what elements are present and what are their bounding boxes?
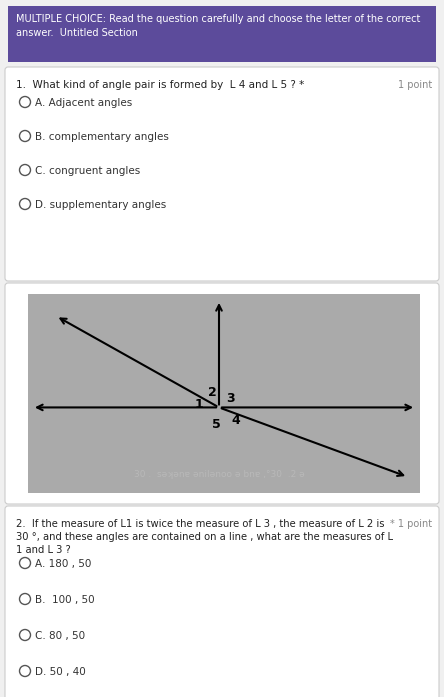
Text: D. 50 , 40: D. 50 , 40 [35,667,86,677]
Text: 4: 4 [232,414,240,427]
Text: answer.  Untitled Section: answer. Untitled Section [16,28,138,38]
Text: * 1 point: * 1 point [390,519,432,529]
FancyBboxPatch shape [5,67,439,281]
Text: C. congruent angles: C. congruent angles [35,166,140,176]
Text: C. 80 , 50: C. 80 , 50 [35,631,85,641]
Text: 5: 5 [212,418,220,431]
Text: 1 point: 1 point [398,80,432,90]
Bar [28,294,420,493]
Text: 30 °, and these angles are contained on a line , what are the measures of L: 30 °, and these angles are contained on … [16,532,393,542]
Text: A. 180 , 50: A. 180 , 50 [35,559,91,569]
Text: A. Adjacent angles: A. Adjacent angles [35,98,132,108]
Text: 1: 1 [194,398,203,411]
Text: 1 and L 3 ?: 1 and L 3 ? [16,545,71,555]
Text: 2: 2 [208,386,216,399]
FancyBboxPatch shape [5,506,439,697]
Text: 2.  If the measure of L1 is twice the measure of L 3 , the measure of L 2 is: 2. If the measure of L1 is twice the mea… [16,519,385,529]
Text: B. complementary angles: B. complementary angles [35,132,169,142]
Bar [8,6,436,62]
Text: 1.  What kind of angle pair is formed by  L 4 and L 5 ? *: 1. What kind of angle pair is formed by … [16,80,304,90]
Text: B.  100 , 50: B. 100 , 50 [35,595,95,605]
Text: 3: 3 [226,392,234,405]
Text: 30 .  ѕǝʞǝnɐ ǝnilǝnoo ǝ bnɐ ,°30  .2 ǝ: 30 . ѕǝʞǝnɐ ǝnilǝnoo ǝ bnɐ ,°30 .2 ǝ [134,470,305,479]
Text: MULTIPLE CHOICE: Read the question carefully and choose the letter of the correc: MULTIPLE CHOICE: Read the question caref… [16,14,420,24]
FancyBboxPatch shape [5,283,439,504]
Text: D. supplementary angles: D. supplementary angles [35,200,166,210]
